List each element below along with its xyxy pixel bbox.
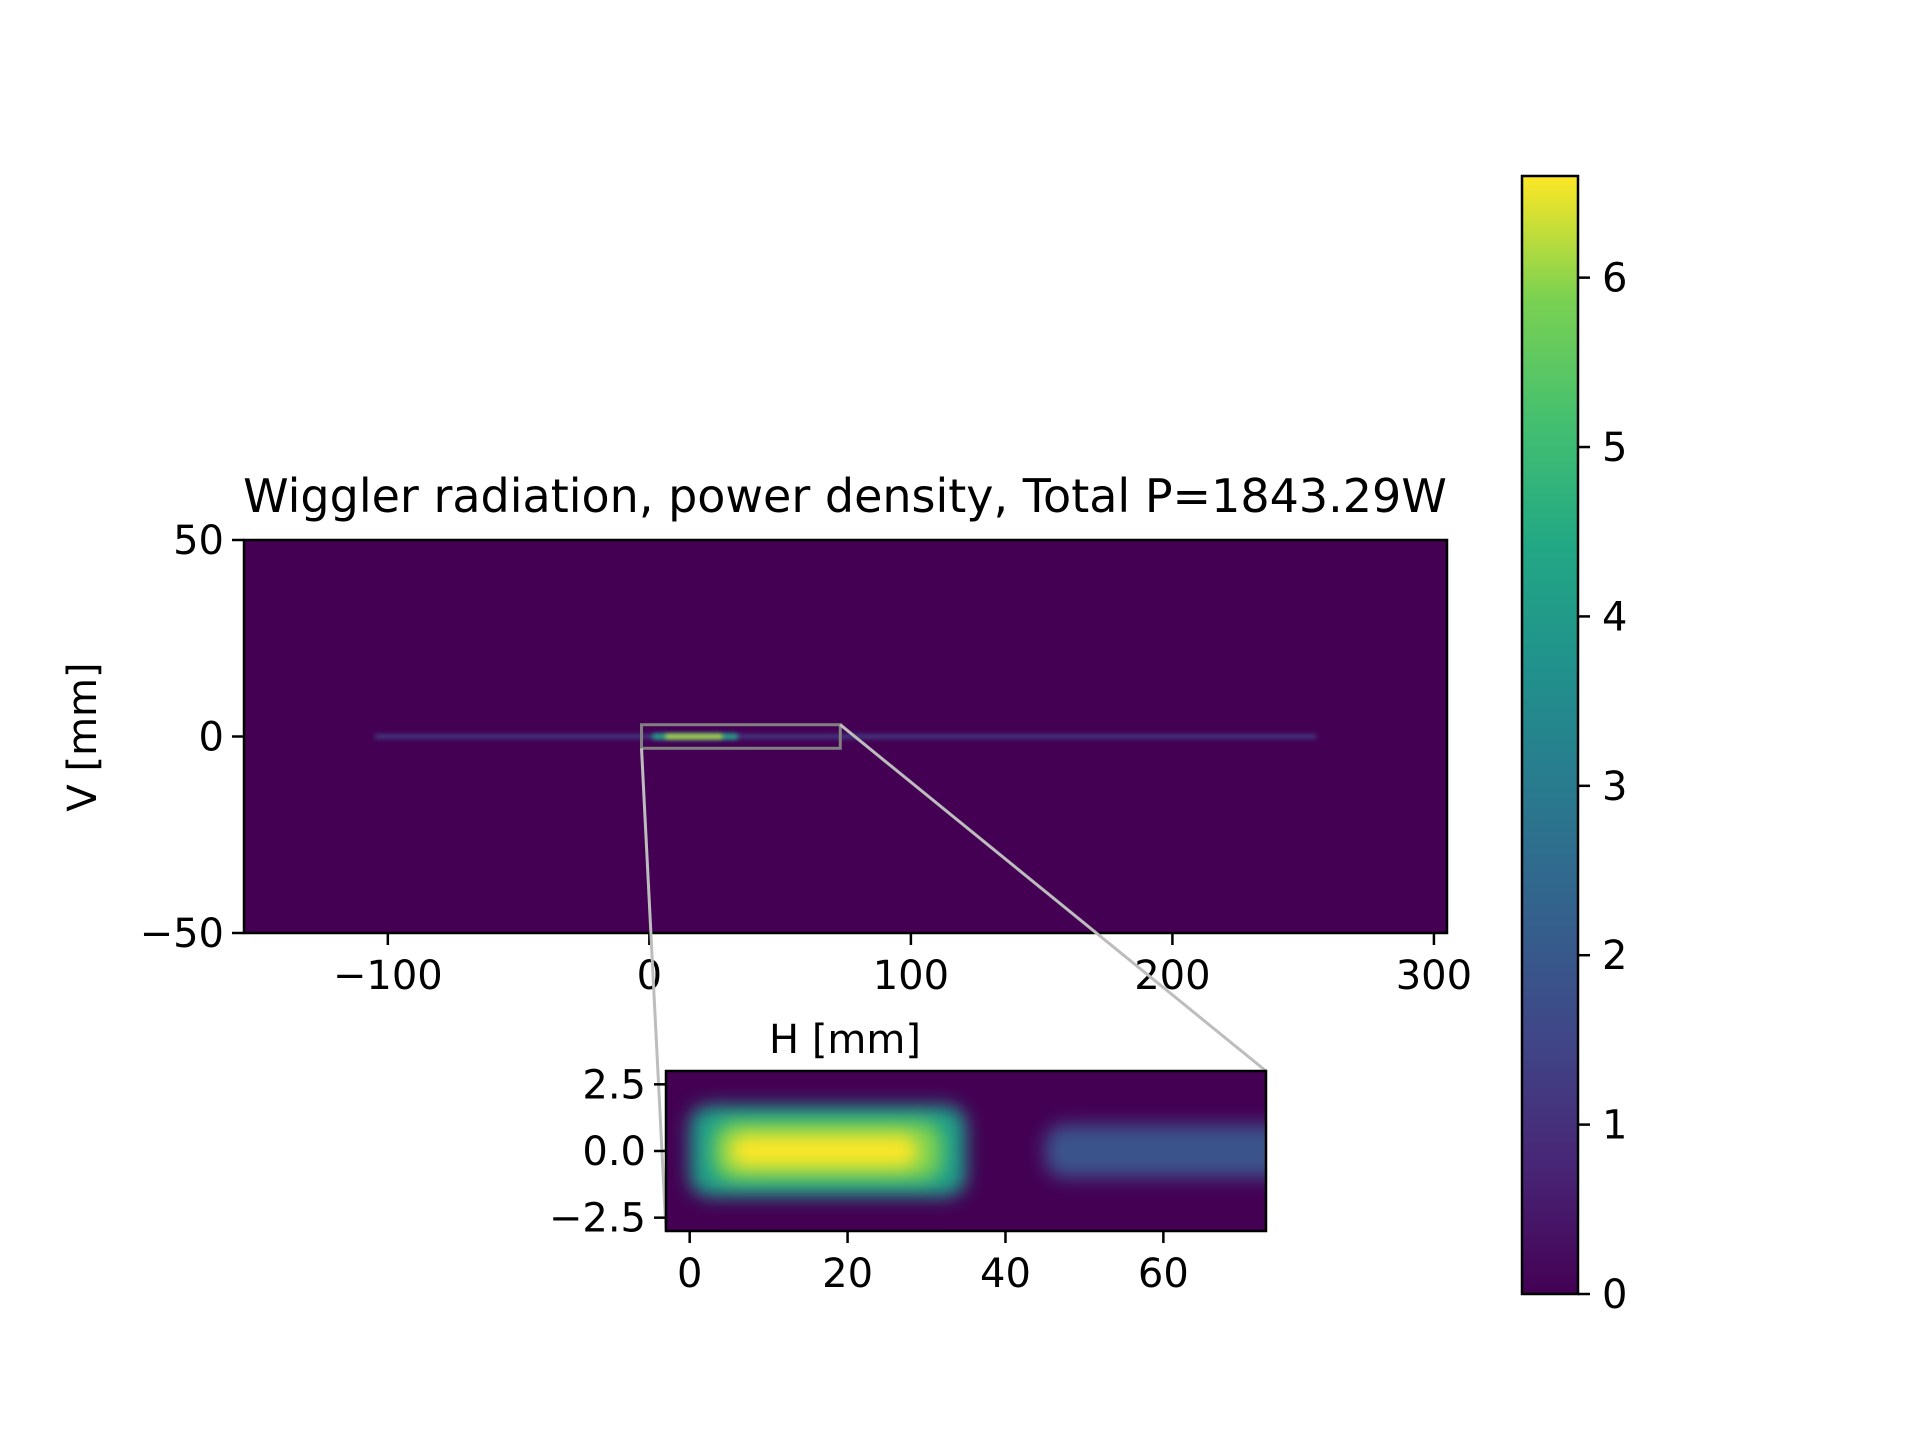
inset-y-tick-label: 2.5 — [582, 1062, 646, 1108]
colorbar-tick-label: 1 — [1602, 1103, 1627, 1149]
inset-x-tick-label: 20 — [822, 1251, 873, 1297]
x-tick-label: −100 — [333, 953, 443, 999]
colorbar-tick-label: 5 — [1602, 425, 1627, 471]
y-tick-label: 50 — [173, 518, 224, 564]
colorbar: 0 1 2 3 4 5 6 — [1520, 174, 1627, 1318]
colorbar-tick-label: 3 — [1602, 764, 1627, 810]
inset-y-tick-label: 0.0 — [582, 1129, 646, 1175]
colorbar-tick-label: 4 — [1602, 594, 1627, 640]
main-x-ticks: −100 0 100 200 300 — [333, 933, 1472, 999]
colorbar-tick-label: 2 — [1602, 933, 1627, 979]
x-tick-label: 200 — [1134, 953, 1210, 999]
y-tick-label: 0 — [199, 715, 224, 761]
colorbar-gradient — [1520, 174, 1580, 1296]
colorbar-ticks: 0 1 2 3 4 5 6 — [1578, 256, 1627, 1318]
heat-peak-core — [665, 734, 723, 739]
colorbar-tick-label: 6 — [1602, 256, 1627, 302]
y-axis-label: V [mm] — [60, 662, 106, 811]
y-tick-label: −50 — [140, 911, 224, 957]
chart-title: Wiggler radiation, power density, Total … — [243, 469, 1447, 523]
inset-heat-features — [689, 1105, 1266, 1197]
inset-x-tick-label: 40 — [980, 1251, 1031, 1297]
x-axis-label: H [mm] — [769, 1017, 921, 1063]
inset-y-ticks: 2.5 0.0 −2.5 — [549, 1062, 666, 1242]
main-y-ticks: −50 0 50 — [140, 518, 244, 957]
main-plot: −100 0 100 200 300 −50 0 50 H [mm] V [mm] — [60, 518, 1472, 1063]
x-tick-label: 300 — [1396, 953, 1472, 999]
inset-x-ticks: 0 20 40 60 — [677, 1231, 1189, 1297]
colorbar-tick-label: 0 — [1602, 1272, 1627, 1318]
x-tick-label: 100 — [873, 953, 949, 999]
inset-heat-tail — [1044, 1124, 1266, 1178]
inset-x-tick-label: 0 — [677, 1251, 702, 1297]
inset-x-tick-label: 60 — [1138, 1251, 1189, 1297]
inset-y-tick-label: −2.5 — [549, 1196, 646, 1242]
inset-plot: 0 20 40 60 2.5 0.0 −2.5 — [549, 1062, 1268, 1297]
x-tick-label: 0 — [637, 953, 662, 999]
inset-heat-peak-core — [729, 1135, 919, 1167]
main-heat-features — [374, 733, 1317, 740]
zoom-connector-right — [839, 723, 1267, 1073]
zoom-indicator-box — [640, 723, 842, 750]
heat-stripe — [374, 734, 1317, 739]
